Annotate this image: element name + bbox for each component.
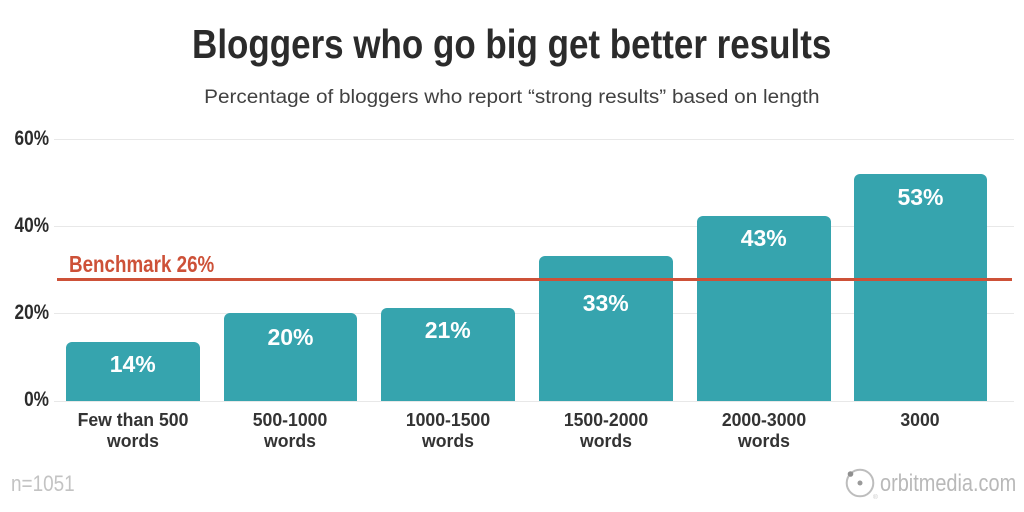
svg-text:®: ® [873,493,878,501]
